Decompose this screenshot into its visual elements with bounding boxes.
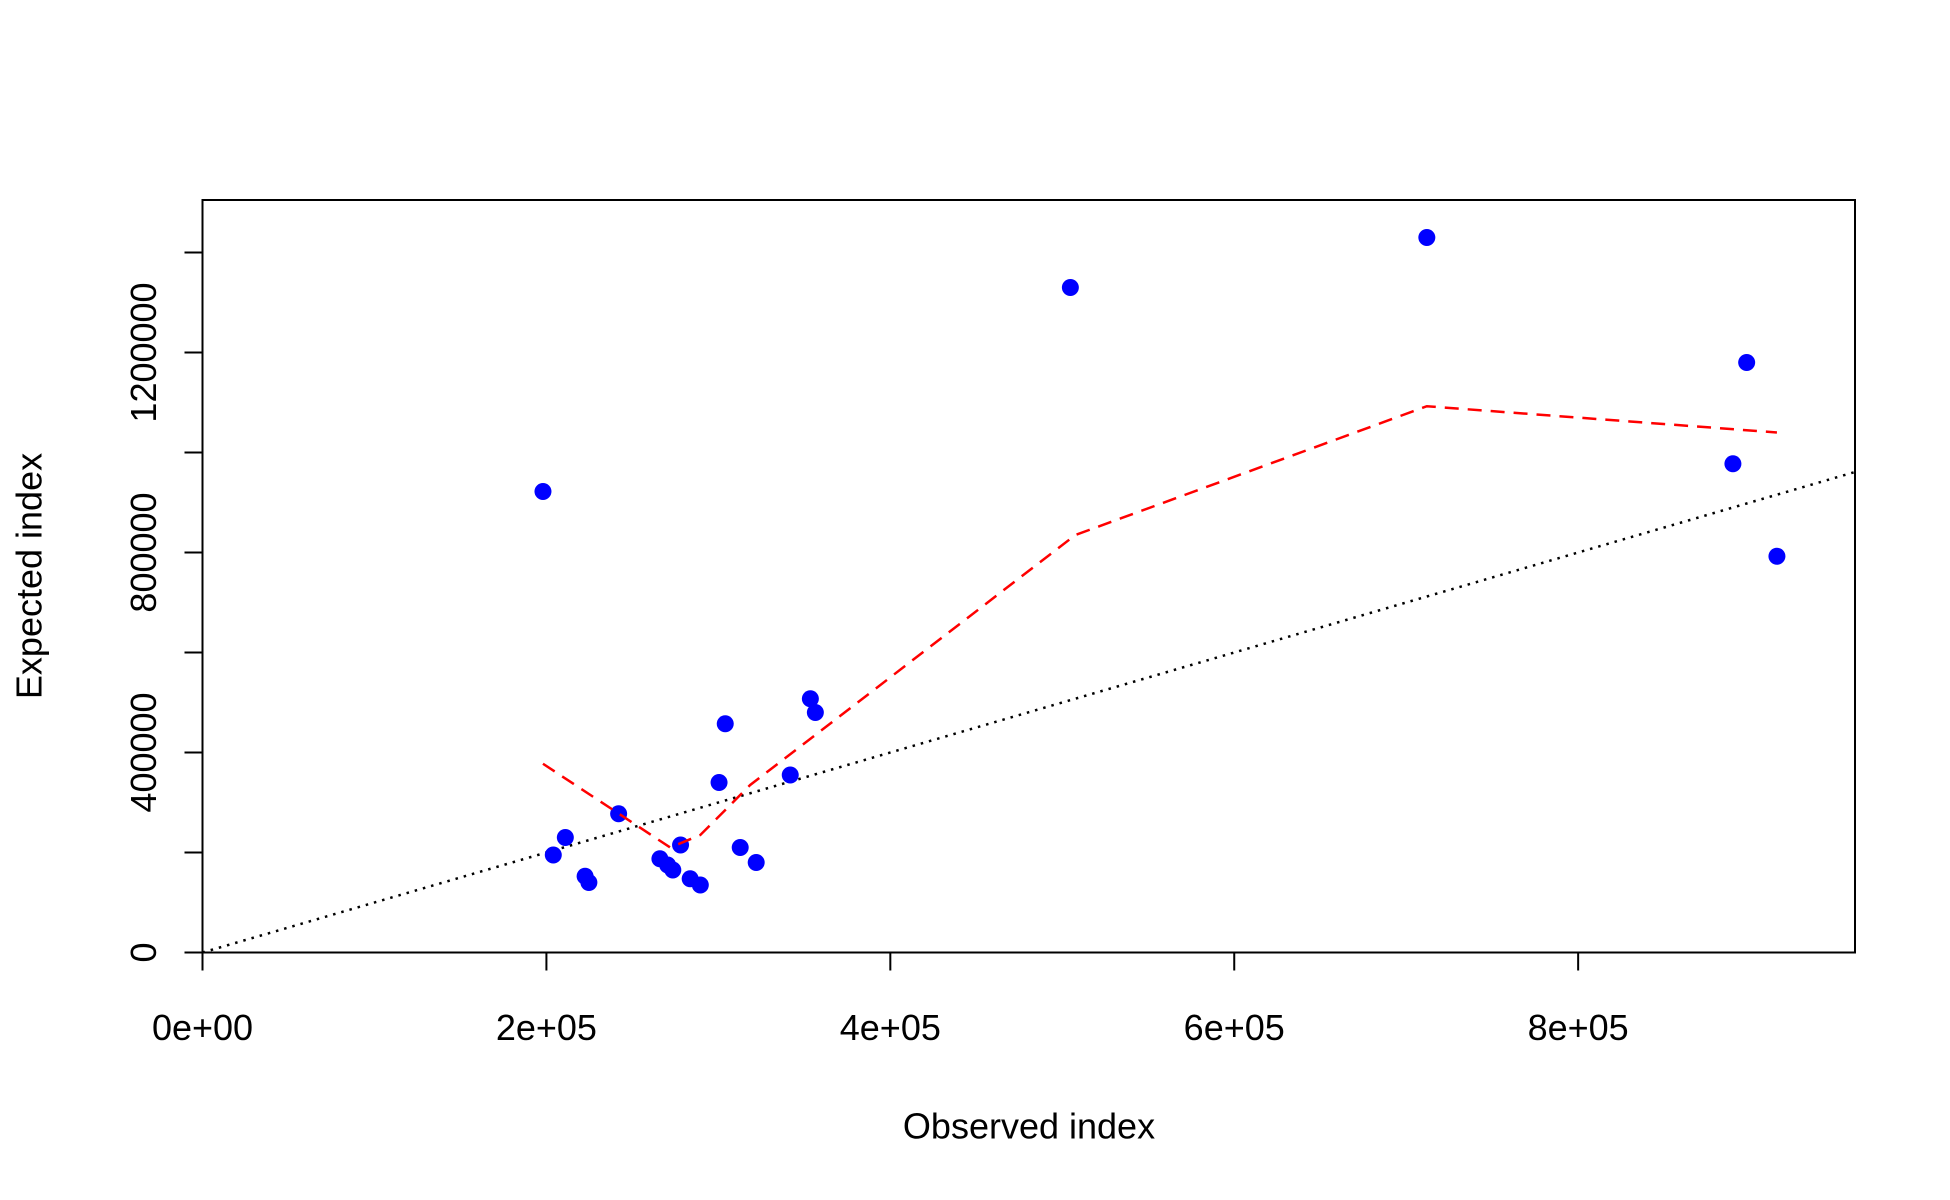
data-point	[610, 805, 628, 823]
y-axis-label: Expected index	[9, 453, 50, 699]
x-tick-label: 0e+00	[152, 1007, 253, 1048]
data-point	[580, 874, 598, 891]
x-tick-label: 4e+05	[840, 1007, 941, 1048]
data-point	[716, 715, 734, 733]
x-tick-label: 6e+05	[1184, 1007, 1285, 1048]
y-tick-label: 800000	[123, 492, 164, 612]
data-point	[1768, 547, 1786, 565]
y-tick-label: 1200000	[123, 282, 164, 422]
data-point	[710, 774, 728, 791]
x-tick-label: 2e+05	[496, 1007, 597, 1048]
data-point	[1738, 354, 1756, 371]
data-point	[747, 854, 765, 871]
x-tick-label: 8e+05	[1528, 1007, 1629, 1048]
data-point	[534, 483, 552, 500]
data-point	[1061, 279, 1079, 296]
plot-frame	[201, 199, 1856, 954]
trend-line	[542, 404, 1778, 849]
data-point	[556, 829, 574, 846]
reference-line	[202, 470, 1855, 953]
data-point	[1724, 455, 1742, 473]
y-tick-label: 400000	[123, 692, 164, 812]
y-tick-label: 0	[123, 942, 164, 962]
data-point	[672, 836, 690, 854]
data-point	[1418, 229, 1436, 246]
data-point	[806, 704, 824, 721]
data-point	[664, 861, 682, 879]
data-point	[801, 690, 819, 708]
data-point	[731, 839, 749, 856]
data-point	[544, 846, 562, 864]
x-axis-label: Observed index	[903, 1106, 1155, 1147]
data-point	[781, 766, 799, 784]
data-point	[691, 876, 709, 894]
